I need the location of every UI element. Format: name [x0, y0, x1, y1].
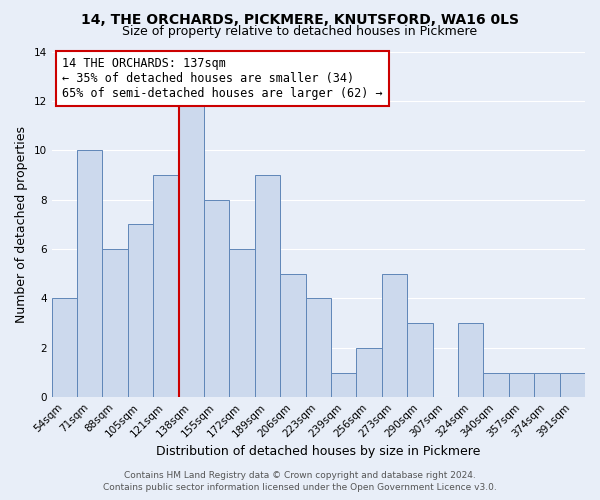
Bar [77, 150, 103, 397]
Bar [560, 372, 585, 397]
Text: Contains HM Land Registry data © Crown copyright and database right 2024.
Contai: Contains HM Land Registry data © Crown c… [103, 471, 497, 492]
Bar [458, 323, 484, 397]
Bar [305, 298, 331, 397]
Bar [229, 249, 255, 397]
Bar [179, 101, 204, 397]
Bar [484, 372, 509, 397]
Bar [255, 175, 280, 397]
Text: 14 THE ORCHARDS: 137sqm
← 35% of detached houses are smaller (34)
65% of semi-de: 14 THE ORCHARDS: 137sqm ← 35% of detache… [62, 56, 383, 100]
Bar [52, 298, 77, 397]
Bar [331, 372, 356, 397]
X-axis label: Distribution of detached houses by size in Pickmere: Distribution of detached houses by size … [156, 444, 481, 458]
Bar [204, 200, 229, 397]
Text: 14, THE ORCHARDS, PICKMERE, KNUTSFORD, WA16 0LS: 14, THE ORCHARDS, PICKMERE, KNUTSFORD, W… [81, 12, 519, 26]
Bar [382, 274, 407, 397]
Bar [356, 348, 382, 397]
Bar [509, 372, 534, 397]
Bar [534, 372, 560, 397]
Text: Size of property relative to detached houses in Pickmere: Size of property relative to detached ho… [122, 25, 478, 38]
Y-axis label: Number of detached properties: Number of detached properties [15, 126, 28, 323]
Bar [280, 274, 305, 397]
Bar [153, 175, 179, 397]
Bar [128, 224, 153, 397]
Bar [103, 249, 128, 397]
Bar [407, 323, 433, 397]
